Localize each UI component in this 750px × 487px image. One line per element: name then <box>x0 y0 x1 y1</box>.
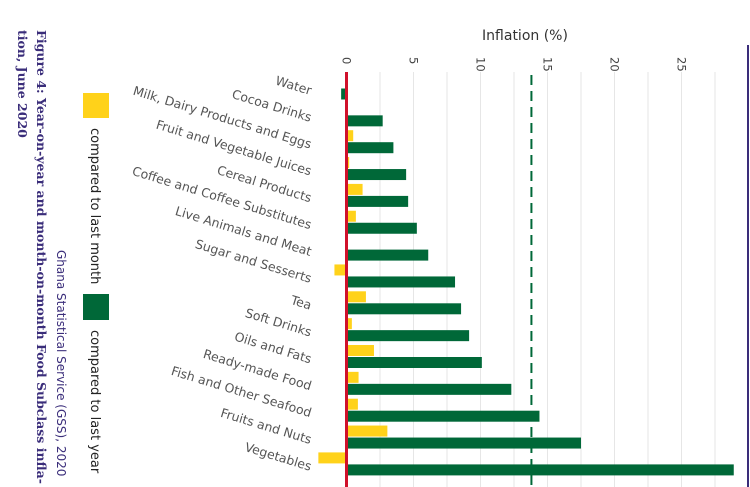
bar-last-month <box>346 318 352 330</box>
bar-last-year <box>346 276 456 288</box>
bar-last-year <box>346 222 417 234</box>
bar-last-month <box>346 291 366 303</box>
bar-last-month <box>346 130 354 142</box>
legend-swatch-last-month <box>83 93 109 118</box>
bar-last-month <box>346 398 358 410</box>
gridlines <box>346 72 716 487</box>
bar-last-month <box>318 452 347 464</box>
bar-last-month <box>346 210 356 222</box>
figure-caption-line2: tion, June 2020 <box>15 30 30 138</box>
x-tick-label: 20 <box>608 57 622 72</box>
bar-last-year <box>346 357 482 368</box>
bar-last-year <box>346 195 409 207</box>
bar-last-month <box>346 183 363 195</box>
bar-last-year <box>341 88 347 100</box>
bar-last-year <box>346 249 429 261</box>
category-label: Water <box>274 73 315 98</box>
bar-last-year <box>346 303 462 315</box>
bar-last-year <box>346 383 512 395</box>
bar-last-year <box>346 115 383 127</box>
x-tick-label: 10 <box>474 57 488 72</box>
bar-last-year <box>346 169 407 181</box>
source-note: Ghana Statistical Service (GSS), 2020 <box>54 250 68 476</box>
x-axis-ticks: 0 5 10 15 20 25 <box>340 57 689 72</box>
x-tick-label: 0 <box>340 57 354 64</box>
x-tick-label: 25 <box>675 57 689 72</box>
x-axis-title: Inflation (%) <box>482 28 568 44</box>
legend: compared to last month compared to last … <box>83 93 109 474</box>
x-tick-label: 5 <box>407 57 421 64</box>
category-label: Tea <box>288 292 313 313</box>
bar-last-year <box>346 410 540 422</box>
x-tick-label: 15 <box>541 57 555 72</box>
figure-caption-line1: Figure 4: Year-on-year and month-on-mont… <box>34 30 49 484</box>
bar-last-year <box>346 464 734 476</box>
bar-last-month <box>346 345 374 356</box>
legend-label-last-month: compared to last month <box>87 128 102 284</box>
bar-last-month <box>334 264 347 276</box>
bar-last-year <box>346 142 394 154</box>
bars <box>318 88 734 476</box>
bar-last-year <box>346 330 470 342</box>
bar-last-month <box>346 425 388 437</box>
bar-last-year <box>346 437 581 449</box>
legend-swatch-last-year <box>83 294 109 320</box>
bar-last-month <box>346 371 359 383</box>
legend-label-last-year: compared to last year <box>87 330 102 474</box>
